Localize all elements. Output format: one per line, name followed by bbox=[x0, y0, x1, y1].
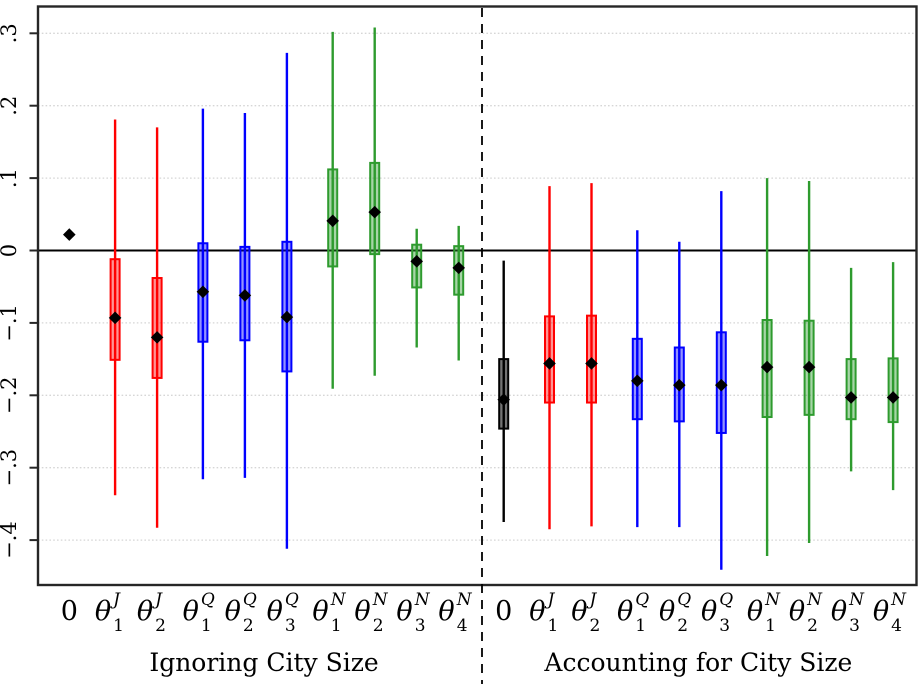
estimate-diamond-p1-theta-2-J bbox=[150, 331, 164, 344]
y-tick-label: .2 bbox=[0, 96, 21, 116]
estimate-diamond-p2-zero bbox=[497, 393, 510, 406]
x-label-sub-p2-theta-2-Q: 2 bbox=[677, 616, 688, 636]
x-label-sub-p1-theta-2-N: 2 bbox=[373, 616, 384, 636]
estimate-diamond-p1-theta-1-Q bbox=[196, 285, 210, 299]
estimate-diamond-p1-zero bbox=[63, 228, 76, 241]
x-label-sub-p1-theta-1-Q: 1 bbox=[201, 616, 212, 636]
x-label-base-p1-theta-2-N: θ bbox=[354, 596, 370, 627]
x-label-sup-p1-theta-3-Q: Q bbox=[285, 590, 299, 610]
estimate-diamond-p1-theta-4-N bbox=[452, 261, 465, 275]
x-label-sup-p1-theta-1-N: N bbox=[330, 590, 347, 610]
x-label-base-p2-theta-2-J: θ bbox=[571, 596, 587, 627]
x-label-sup-p2-theta-1-N: N bbox=[764, 590, 781, 610]
estimate-diamond-p2-theta-2-J bbox=[585, 357, 598, 370]
estimate-diamond-p1-theta-3-Q bbox=[280, 310, 294, 324]
x-label-sup-p2-theta-2-Q: Q bbox=[677, 590, 691, 610]
x-label-p2-zero: 0 bbox=[495, 596, 512, 627]
x-label-sub-p2-theta-2-J: 2 bbox=[590, 616, 601, 636]
x-label-base-p1-theta-2-Q: θ bbox=[225, 596, 241, 627]
estimate-diamond-p1-theta-1-J bbox=[108, 311, 122, 325]
x-label-sub-p2-theta-1-Q: 1 bbox=[635, 616, 646, 636]
y-tick-label: −.2 bbox=[0, 376, 21, 414]
estimate-diamond-p2-theta-1-J bbox=[543, 357, 556, 370]
x-label-sup-p1-theta-1-J: J bbox=[110, 590, 121, 610]
estimate-diamond-p1-theta-1-N bbox=[326, 214, 339, 228]
x-label-sup-p2-theta-3-N: N bbox=[848, 590, 865, 610]
estimate-diamond-p2-theta-2-Q bbox=[673, 378, 686, 392]
plot-border bbox=[36, 5, 918, 587]
x-label-p1-zero: 0 bbox=[61, 596, 78, 627]
x-label-sub-p1-theta-2-Q: 2 bbox=[243, 616, 254, 636]
x-label-base-p1-theta-1-N: θ bbox=[312, 596, 328, 627]
x-label-sub-p2-theta-3-N: 3 bbox=[849, 616, 860, 636]
x-label-base-p2-theta-4-N: θ bbox=[873, 596, 889, 627]
estimate-diamond-p1-theta-2-N bbox=[368, 205, 381, 219]
x-label-sub-p2-theta-1-N: 1 bbox=[765, 616, 776, 636]
x-label-sup-p1-theta-2-N: N bbox=[372, 590, 389, 610]
x-label-sub-p1-theta-2-J: 2 bbox=[155, 616, 166, 636]
x-label-sub-p1-theta-1-J: 1 bbox=[113, 616, 124, 636]
x-label-sup-p2-theta-3-Q: Q bbox=[719, 590, 733, 610]
panel-title-1: Ignoring City Size bbox=[149, 648, 378, 677]
x-label-sub-p1-theta-3-Q: 3 bbox=[285, 616, 296, 636]
estimate-diamond-p2-theta-4-N bbox=[886, 391, 900, 404]
y-tick-label: 0 bbox=[0, 244, 21, 257]
x-label-sup-p2-theta-4-N: N bbox=[890, 590, 907, 610]
x-label-sup-p1-theta-3-N: N bbox=[414, 590, 431, 610]
estimate-diamond-p1-theta-2-Q bbox=[238, 289, 252, 302]
x-label-base-p2-theta-3-Q: θ bbox=[701, 596, 717, 627]
y-tick-label: .1 bbox=[0, 168, 21, 188]
estimate-diamond-p2-theta-1-Q bbox=[631, 374, 644, 388]
x-label-base-p1-theta-3-N: θ bbox=[396, 596, 412, 627]
x-label-base-p2-theta-2-Q: θ bbox=[659, 596, 675, 627]
x-label-sup-p1-theta-2-J: J bbox=[152, 590, 163, 610]
x-label-sub-p2-theta-3-Q: 3 bbox=[719, 616, 730, 636]
x-label-sub-p1-theta-3-N: 3 bbox=[415, 616, 426, 636]
x-label-base-p1-theta-3-Q: θ bbox=[267, 596, 283, 627]
y-tick-label: −.3 bbox=[0, 449, 21, 487]
estimate-diamond-p2-theta-3-N bbox=[844, 391, 858, 404]
x-label-sub-p2-theta-1-J: 1 bbox=[548, 616, 559, 636]
x-label-base-p1-theta-2-J: θ bbox=[137, 596, 153, 627]
x-label-base-p2-theta-1-N: θ bbox=[747, 596, 763, 627]
x-label-sup-p1-theta-4-N: N bbox=[456, 590, 473, 610]
estimate-diamond-p2-theta-1-N bbox=[760, 360, 774, 374]
x-label-base-p2-theta-3-N: θ bbox=[831, 596, 847, 627]
x-label-sup-p2-theta-2-N: N bbox=[806, 590, 823, 610]
x-label-sup-p2-theta-1-J: J bbox=[545, 590, 556, 610]
x-label-sub-p2-theta-2-N: 2 bbox=[807, 616, 818, 636]
x-label-sub-p1-theta-4-N: 4 bbox=[457, 616, 468, 636]
estimate-diamond-p2-theta-3-Q bbox=[715, 378, 728, 392]
x-label-sup-p2-theta-2-J: J bbox=[587, 590, 598, 610]
x-label-base-p2-theta-1-Q: θ bbox=[617, 596, 633, 627]
y-tick-label: −.4 bbox=[0, 521, 21, 559]
x-label-sup-p1-theta-1-Q: Q bbox=[201, 590, 215, 610]
x-label-base-p1-theta-4-N: θ bbox=[438, 596, 454, 627]
x-label-sup-p1-theta-2-Q: Q bbox=[243, 590, 257, 610]
panel-title-2: Accounting for City Size bbox=[543, 648, 852, 677]
estimate-diamond-p2-theta-2-N bbox=[802, 360, 816, 374]
x-label-sub-p2-theta-4-N: 4 bbox=[891, 616, 902, 636]
y-tick-label: .3 bbox=[0, 23, 21, 43]
x-label-sub-p1-theta-1-N: 1 bbox=[331, 616, 342, 636]
x-label-base-p1-theta-1-J: θ bbox=[95, 596, 111, 627]
y-tick-label: −.1 bbox=[0, 304, 21, 342]
x-label-base-p2-theta-2-N: θ bbox=[789, 596, 805, 627]
x-label-base-p2-theta-1-J: θ bbox=[529, 596, 545, 627]
estimate-diamond-p1-theta-3-N bbox=[410, 255, 423, 268]
x-label-sup-p2-theta-1-Q: Q bbox=[635, 590, 649, 610]
x-label-base-p1-theta-1-Q: θ bbox=[183, 596, 199, 627]
